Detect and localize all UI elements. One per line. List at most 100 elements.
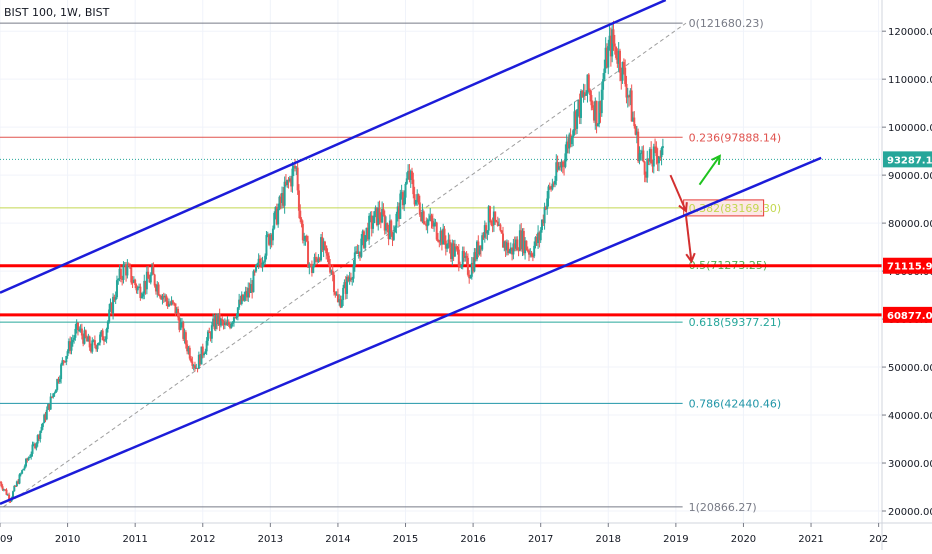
candle-body <box>604 47 607 69</box>
candle-body <box>631 117 634 122</box>
candle-body <box>130 267 133 283</box>
candle-body <box>101 330 104 341</box>
arrow-shaft <box>685 215 693 262</box>
candle-body <box>186 344 189 352</box>
candle-body <box>109 303 112 310</box>
candle-body <box>145 271 148 290</box>
candle-body <box>160 296 163 300</box>
candle-body <box>35 443 38 449</box>
candle-body <box>642 150 645 162</box>
candle-body <box>296 167 299 191</box>
x-tick-label: 2018 <box>596 534 621 545</box>
candle-body <box>60 364 63 380</box>
candle-body <box>661 146 664 149</box>
candle-body <box>270 235 273 241</box>
candle-body <box>148 278 151 283</box>
candle-body <box>290 178 293 187</box>
candle-body <box>92 340 95 342</box>
candle-body <box>13 485 16 492</box>
x-tick-label: 2011 <box>122 534 147 545</box>
channel-upper-line <box>0 0 667 294</box>
candle-body <box>585 94 588 96</box>
candle-body <box>586 74 589 95</box>
candle-body <box>253 271 256 273</box>
candle-body <box>139 286 142 298</box>
candle-body <box>417 194 420 203</box>
candle-body <box>446 244 449 249</box>
candle-body <box>609 35 612 57</box>
candle-body <box>386 223 389 230</box>
candle-body <box>578 99 581 118</box>
y-tick-label: 30000.00 <box>888 459 932 470</box>
candle-body <box>474 252 477 260</box>
candle-body <box>252 271 255 293</box>
candle-body <box>261 262 264 268</box>
candle-body <box>412 179 415 195</box>
candle-body <box>524 240 527 254</box>
candle-body <box>104 339 107 341</box>
candle-body <box>314 256 317 259</box>
candle-body <box>127 265 130 267</box>
candle-body <box>320 237 323 261</box>
candle-body <box>520 230 523 250</box>
candle-body <box>447 239 450 245</box>
candle-body <box>6 494 9 496</box>
candle-body <box>80 328 83 336</box>
candle-body <box>247 288 250 298</box>
candle-body <box>361 231 364 239</box>
candle-body <box>226 321 229 326</box>
candle-body <box>425 224 428 227</box>
arrow-head <box>711 154 721 165</box>
candle-body <box>539 230 542 241</box>
candle-body <box>576 109 579 129</box>
candle-body <box>287 179 290 182</box>
candle-body <box>257 258 260 264</box>
candle-body <box>385 223 388 231</box>
candle-body <box>340 299 343 308</box>
candle-body <box>630 90 633 122</box>
candle-body <box>489 206 491 221</box>
candle-body <box>370 215 373 229</box>
candle-body <box>414 200 417 205</box>
channel-lower-line <box>0 156 822 505</box>
candle-body <box>500 230 503 234</box>
candle-body <box>182 322 185 339</box>
candle-body <box>171 300 174 303</box>
candle-body <box>399 193 402 219</box>
candle-body <box>595 100 598 127</box>
arrow-head <box>678 202 688 214</box>
candle-body <box>336 294 339 303</box>
candle-body <box>616 57 619 64</box>
candle-body <box>343 282 346 288</box>
candle-body <box>469 276 472 279</box>
candle-body <box>521 231 524 250</box>
candle-body <box>292 165 295 169</box>
candle-body <box>14 485 17 487</box>
candle-body <box>512 243 515 255</box>
candle-body <box>400 192 403 194</box>
candle-body <box>67 341 70 352</box>
candle-body <box>301 224 304 241</box>
candle-body <box>121 278 124 280</box>
candle-body <box>131 282 134 284</box>
candle-body <box>73 337 76 340</box>
candle-body <box>411 171 414 180</box>
candle-body <box>190 358 193 362</box>
candle-body <box>476 241 479 260</box>
candle-body <box>444 240 447 249</box>
candle-body <box>245 291 248 298</box>
candle-body <box>277 208 280 225</box>
candle-body <box>307 241 310 268</box>
candle-body <box>655 146 658 157</box>
candle-body <box>234 317 237 319</box>
candle-body <box>43 414 46 424</box>
candle-body <box>113 296 116 301</box>
candle-body <box>281 193 284 203</box>
candle-body <box>359 251 362 257</box>
candle-body <box>344 282 347 294</box>
candle-body <box>347 276 350 281</box>
y-tick-label: 20000.00 <box>888 507 932 518</box>
x-tick-label: 2013 <box>258 534 283 545</box>
candle-body <box>56 379 59 390</box>
